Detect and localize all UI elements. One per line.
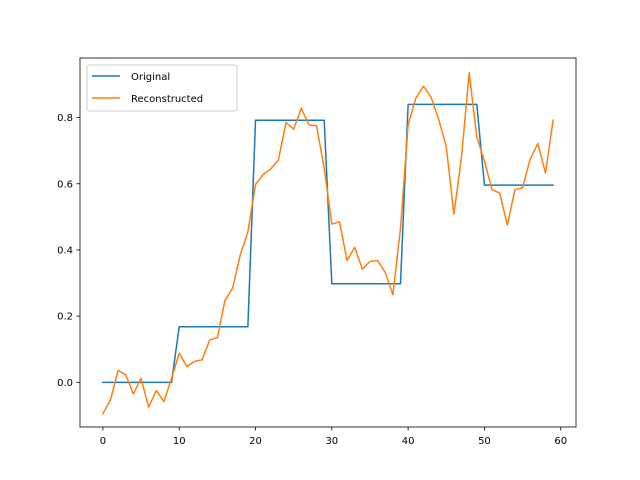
y-axis: 0.0 0.2 0.4 0.6 0.8 bbox=[57, 113, 80, 389]
x-tick-label: 40 bbox=[402, 436, 415, 447]
plot-frame bbox=[79, 57, 577, 428]
x-tick-label: 0 bbox=[100, 436, 106, 447]
y-tick-label: 0.0 bbox=[57, 378, 73, 389]
series-layer bbox=[101, 72, 554, 415]
x-tick-label: 50 bbox=[478, 436, 491, 447]
legend: Original Reconstructed bbox=[86, 64, 238, 112]
x-tick-label: 30 bbox=[325, 436, 338, 447]
series-line-reconstructed bbox=[101, 72, 554, 415]
x-tick-label: 10 bbox=[173, 436, 186, 447]
y-tick-label: 0.2 bbox=[57, 312, 73, 323]
x-axis: 0 10 20 30 40 50 60 bbox=[100, 427, 567, 447]
y-tick-label: 0.4 bbox=[57, 245, 73, 256]
y-tick-label: 0.8 bbox=[57, 113, 73, 124]
legend-box bbox=[86, 64, 238, 112]
legend-label-reconstructed: Reconstructed bbox=[131, 94, 203, 105]
series-line-original bbox=[102, 103, 554, 384]
legend-label-original: Original bbox=[131, 72, 170, 83]
x-tick-label: 60 bbox=[554, 436, 567, 447]
y-tick-label: 0.6 bbox=[57, 179, 73, 190]
x-tick-label: 20 bbox=[249, 436, 262, 447]
